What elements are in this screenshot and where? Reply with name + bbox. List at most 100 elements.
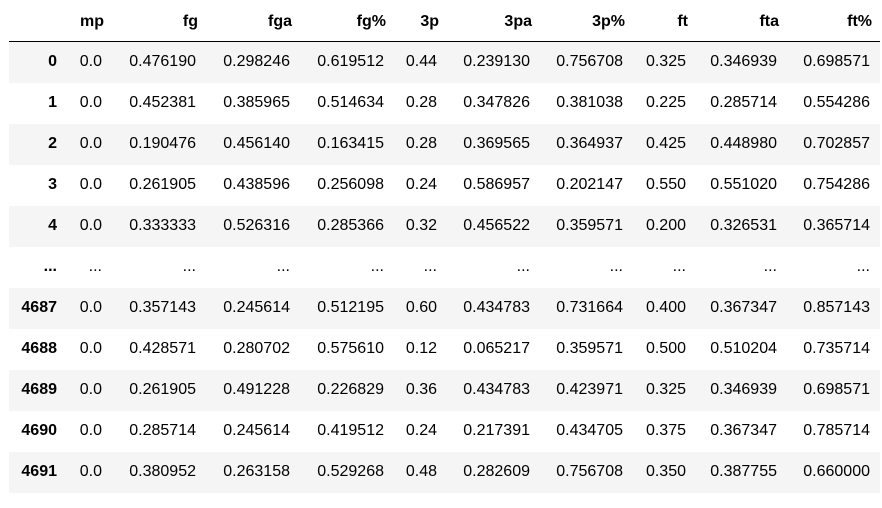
table-cell: ... xyxy=(763,258,777,275)
table-row: 3 0.0 0.261905 0.438596 0.256098 0.24 0.586957… xyxy=(9,164,880,206)
table-cell: 0.0 xyxy=(79,381,102,398)
table-cell: 0.369565 xyxy=(463,135,530,152)
table-cell: 0.702857 xyxy=(803,135,870,152)
table-cell: 0.60 xyxy=(405,299,437,316)
column-header: 3pa xyxy=(447,3,540,42)
table-cell: 0.500 xyxy=(645,340,686,357)
table-cell: 0.32 xyxy=(405,217,437,234)
table-cell: 0.438596 xyxy=(223,176,290,193)
column-header: mp xyxy=(65,3,112,42)
table-cell: 0.285714 xyxy=(710,94,777,111)
row-index: 0 xyxy=(48,53,57,71)
table-cell: 0.065217 xyxy=(463,340,530,357)
table-cell: 0.448980 xyxy=(710,135,777,152)
table-cell: 0.261905 xyxy=(129,176,196,193)
table-header: mp fg fga fg% 3p 3pa 3p% ft fta ft% xyxy=(9,3,880,42)
column-header: 3p xyxy=(394,3,447,42)
table-cell: 0.28 xyxy=(405,94,437,111)
table-cell: 0.285714 xyxy=(129,422,196,439)
table-row: 4 0.0 0.333333 0.526316 0.285366 0.32 0.456522… xyxy=(9,205,880,247)
table-cell: 0.12 xyxy=(405,340,437,357)
table-cell: 0.0 xyxy=(79,176,102,193)
table-cell: ... xyxy=(672,258,686,275)
table-cell: 0.333333 xyxy=(129,217,196,234)
table-cell: 0.367347 xyxy=(710,299,777,316)
table-cell: 0.325 xyxy=(645,53,686,71)
table-cell: 0.586957 xyxy=(463,176,530,193)
table-cell: 0.785714 xyxy=(803,422,870,439)
table-cell: 0.24 xyxy=(405,422,437,439)
table-cell: 0.512195 xyxy=(317,299,384,316)
table-cell: 0.400 xyxy=(645,299,686,316)
table-cell: 0.551020 xyxy=(710,176,777,193)
table-cell: ... xyxy=(370,258,384,275)
dataframe-output: mp fg fga fg% 3p 3pa 3p% ft fta ft% 0 0.0 0.476190 0… xyxy=(9,3,880,493)
table-cell: 0.660000 xyxy=(803,463,870,480)
row-index: 4688 xyxy=(21,340,57,357)
table-cell: 0.491228 xyxy=(223,381,290,398)
table-cell: 0.434705 xyxy=(556,422,623,439)
table-cell: 0.346939 xyxy=(710,53,777,71)
table-cell: 0.28 xyxy=(405,135,437,152)
table-cell: 0.364937 xyxy=(556,135,623,152)
row-index: ... xyxy=(43,258,57,275)
table-cell: 0.510204 xyxy=(710,340,777,357)
table-cell: 0.756708 xyxy=(556,463,623,480)
table-cell: 0.857143 xyxy=(803,299,870,316)
table-cell: 0.245614 xyxy=(223,299,290,316)
row-index: 4687 xyxy=(21,299,57,316)
table-row: 0 0.0 0.476190 0.298246 0.619512 0.44 0.239130… xyxy=(9,41,880,83)
row-index: 4 xyxy=(48,217,57,234)
table-cell: 0.380952 xyxy=(129,463,196,480)
table-cell: 0.280702 xyxy=(223,340,290,357)
table-cell: ... xyxy=(423,258,437,275)
table-row: 1 0.0 0.452381 0.385965 0.514634 0.28 0.347826… xyxy=(9,82,880,124)
table-cell: 0.200 xyxy=(645,217,686,234)
table-cell: 0.190476 xyxy=(129,135,196,152)
table-cell: 0.0 xyxy=(79,94,102,111)
table-cell: ... xyxy=(516,258,530,275)
table-cell: 0.456140 xyxy=(223,135,290,152)
table-cell: 0.357143 xyxy=(129,299,196,316)
table-cell: 0.217391 xyxy=(463,422,530,439)
table-row: 4688 0.0 0.428571 0.280702 0.575610 0.12 0.065… xyxy=(9,328,880,370)
table-cell: 0.0 xyxy=(79,53,102,71)
table-cell: 0.163415 xyxy=(317,135,384,152)
table-cell: 0.245614 xyxy=(223,422,290,439)
table-row: 2 0.0 0.190476 0.456140 0.163415 0.28 0.369565… xyxy=(9,123,880,165)
table-cell: 0.36 xyxy=(405,381,437,398)
table-cell: 0.282609 xyxy=(463,463,530,480)
table-cell: 0.0 xyxy=(79,340,102,357)
table-cell: 0.44 xyxy=(405,53,437,71)
table-cell: ... xyxy=(182,258,196,275)
table-cell: ... xyxy=(88,258,102,275)
table-cell: 0.48 xyxy=(405,463,437,480)
column-header: fg xyxy=(112,3,206,42)
table-cell: 0.347826 xyxy=(463,94,530,111)
table-cell: 0.346939 xyxy=(710,381,777,398)
table-cell: 0.698571 xyxy=(803,381,870,398)
table-cell: 0.456522 xyxy=(463,217,530,234)
table-cell: 0.526316 xyxy=(223,217,290,234)
table-cell: 0.754286 xyxy=(803,176,870,193)
table-cell: 0.419512 xyxy=(317,422,384,439)
table-cell: 0.476190 xyxy=(129,53,196,71)
table-cell: 0.698571 xyxy=(803,53,870,71)
row-index: 4690 xyxy=(21,422,57,439)
table-cell: 0.226829 xyxy=(317,381,384,398)
table-cell: 0.0 xyxy=(79,422,102,439)
table-cell: 0.365714 xyxy=(803,217,870,234)
table-cell: 0.359571 xyxy=(556,217,623,234)
table-cell: 0.514634 xyxy=(317,94,384,111)
table-cell: 0.756708 xyxy=(556,53,623,71)
table-cell: 0.359571 xyxy=(556,340,623,357)
table-cell: 0.452381 xyxy=(129,94,196,111)
table-cell: ... xyxy=(609,258,623,275)
row-index: 2 xyxy=(48,135,57,152)
table-cell: 0.298246 xyxy=(223,53,290,71)
header-row: mp fg fga fg% 3p 3pa 3p% ft fta ft% xyxy=(9,3,880,42)
table-cell: 0.263158 xyxy=(223,463,290,480)
dataframe-table: mp fg fga fg% 3p 3pa 3p% ft fta ft% 0 0.0 0.476190 0… xyxy=(9,3,880,493)
table-cell: 0.24 xyxy=(405,176,437,193)
table-cell: 0.375 xyxy=(645,422,686,439)
